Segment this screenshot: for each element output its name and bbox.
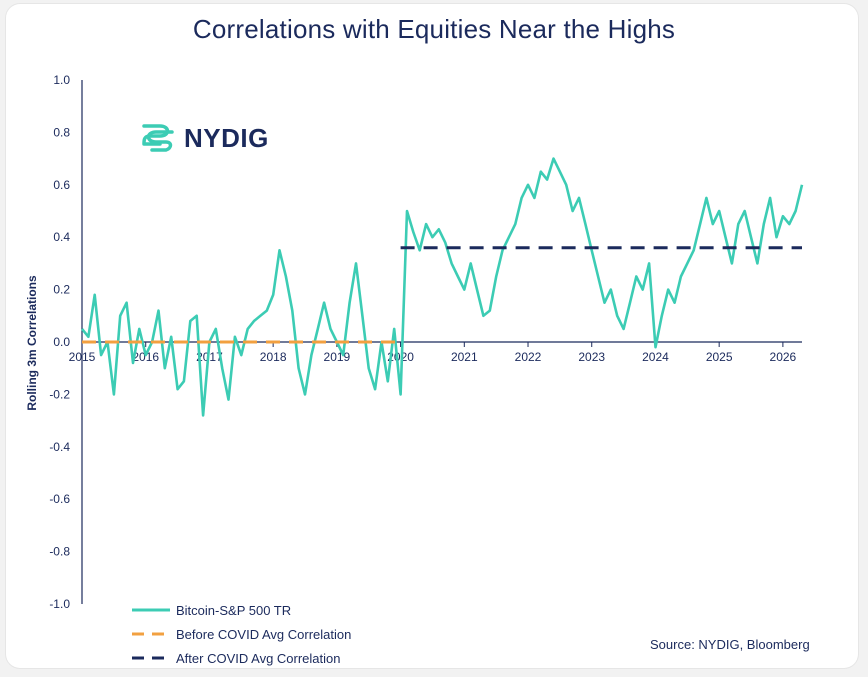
- nydig-logo-icon: [142, 124, 174, 152]
- y-tick-label: -0.2: [49, 387, 70, 401]
- series-line-bitcoin-s-p-500-tr: [80, 157, 804, 417]
- x-tick-label: 2017: [196, 350, 223, 364]
- source-note: Source: NYDIG, Bloomberg: [650, 637, 810, 652]
- x-tick-label: 2019: [324, 350, 351, 364]
- y-tick-label: 0.2: [53, 283, 70, 297]
- y-tick-label: 0.4: [53, 230, 70, 244]
- legend-swatch-before-covid: [132, 632, 170, 636]
- x-tick-label: 2021: [451, 350, 478, 364]
- x-axis: 2015 2016 2017 2018 2019 2020 2021 2022 2023 2024…: [69, 341, 802, 364]
- legend-label-after-covid: After COVID Avg Correlation: [176, 650, 341, 666]
- x-tick-label: 2022: [515, 350, 542, 364]
- y-tick-label: 1.0: [53, 73, 70, 87]
- legend-item-bitcoin: Bitcoin-S&P 500 TR: [130, 598, 351, 622]
- legend-label-before-covid: Before COVID Avg Correlation: [176, 626, 352, 642]
- legend: Bitcoin-S&P 500 TR Before COVID Avg Corr…: [130, 598, 351, 670]
- legend-label-bitcoin: Bitcoin-S&P 500 TR: [176, 602, 292, 618]
- legend-item-before-covid: Before COVID Avg Correlation: [130, 622, 351, 646]
- legend-item-after-covid: After COVID Avg Correlation: [130, 646, 351, 670]
- x-tick-label: 2026: [770, 350, 797, 364]
- chart-card: [6, 4, 858, 668]
- nydig-logo: NYDIG: [138, 118, 269, 158]
- legend-swatch-after-covid: [132, 656, 170, 660]
- y-tick-label: -0.6: [49, 492, 70, 506]
- y-tick-label: -0.8: [49, 545, 70, 559]
- y-tick-label: 0.0: [53, 335, 70, 349]
- y-tick-label: 0.8: [53, 125, 70, 139]
- x-tick-label: 2024: [642, 350, 669, 364]
- x-tick-label: 2023: [578, 350, 605, 364]
- x-tick-label: 2016: [132, 350, 159, 364]
- logo-text: NYDIG: [184, 122, 269, 153]
- legend-swatch-bitcoin: [132, 608, 170, 612]
- y-tick-label: -0.4: [49, 440, 70, 454]
- y-tick-label: 0.6: [53, 178, 70, 192]
- x-tick-label: 2025: [706, 350, 733, 364]
- y-axis: 1.0 0.8 0.6 0.4 0.2 0.0 -0.2 -0.4 -0.6 -0.8 -1.0: [49, 73, 83, 611]
- y-axis-label: Rolling 3m Correlations: [25, 275, 39, 411]
- y-tick-label: -1.0: [49, 597, 70, 611]
- x-tick-label: 2018: [260, 350, 287, 364]
- x-tick-label: 2015: [69, 350, 96, 364]
- series-layer: [80, 157, 804, 417]
- chart-title: Correlations with Equities Near the High…: [192, 14, 676, 44]
